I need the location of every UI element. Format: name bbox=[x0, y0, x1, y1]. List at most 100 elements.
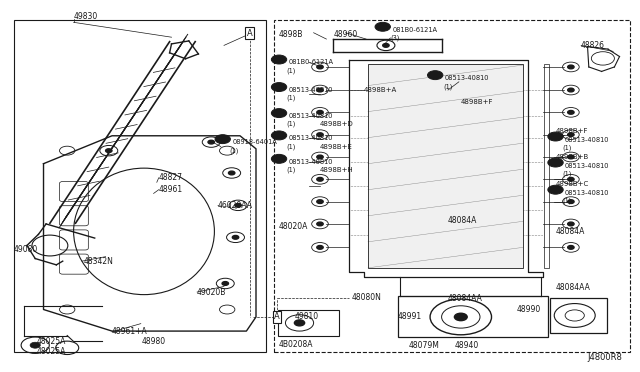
Text: 48826: 48826 bbox=[581, 41, 605, 50]
Circle shape bbox=[228, 171, 235, 175]
Text: B: B bbox=[380, 24, 385, 29]
Text: 08513-40810: 08513-40810 bbox=[565, 137, 610, 142]
Text: 08513-40810: 08513-40810 bbox=[565, 190, 610, 196]
Circle shape bbox=[232, 235, 239, 239]
Text: 48084AA: 48084AA bbox=[448, 294, 483, 303]
Circle shape bbox=[317, 110, 323, 114]
Text: 081B0-6121A: 081B0-6121A bbox=[289, 60, 333, 65]
Text: N: N bbox=[220, 137, 225, 142]
Text: 48342N: 48342N bbox=[83, 257, 113, 266]
Text: 48025A: 48025A bbox=[37, 337, 67, 346]
Circle shape bbox=[317, 200, 323, 203]
Text: 49810: 49810 bbox=[294, 312, 319, 321]
Text: 4898B+D: 4898B+D bbox=[320, 121, 354, 127]
Circle shape bbox=[568, 200, 574, 203]
Text: A: A bbox=[247, 29, 252, 38]
Text: S: S bbox=[553, 160, 558, 165]
Text: 4898B+F: 4898B+F bbox=[556, 128, 588, 134]
Circle shape bbox=[548, 185, 563, 194]
Text: 48991: 48991 bbox=[398, 312, 422, 321]
Text: (1): (1) bbox=[287, 143, 296, 150]
Text: (1): (1) bbox=[287, 67, 296, 74]
Text: 46020AA: 46020AA bbox=[218, 201, 253, 210]
Text: 49080: 49080 bbox=[14, 245, 38, 254]
Text: 48084A: 48084A bbox=[556, 227, 585, 236]
Circle shape bbox=[548, 158, 563, 167]
Text: 4898B+C: 4898B+C bbox=[556, 181, 589, 187]
Text: S: S bbox=[276, 84, 282, 90]
Text: (1): (1) bbox=[443, 83, 452, 90]
Circle shape bbox=[568, 133, 574, 137]
Circle shape bbox=[271, 109, 287, 118]
Text: 08513-40810: 08513-40810 bbox=[289, 113, 333, 119]
Text: 4898B+B: 4898B+B bbox=[556, 154, 589, 160]
Text: (1): (1) bbox=[287, 121, 296, 128]
Text: 48079M: 48079M bbox=[408, 341, 439, 350]
Circle shape bbox=[317, 246, 323, 249]
Text: 49020B: 49020B bbox=[197, 288, 227, 296]
Text: 08918-6401A: 08918-6401A bbox=[232, 139, 277, 145]
Circle shape bbox=[568, 177, 574, 181]
Circle shape bbox=[548, 132, 563, 141]
Circle shape bbox=[428, 71, 443, 80]
Circle shape bbox=[271, 131, 287, 140]
Bar bbox=[398, 296, 548, 337]
Text: 48940: 48940 bbox=[454, 341, 479, 350]
Text: S: S bbox=[276, 156, 282, 161]
Circle shape bbox=[208, 140, 214, 144]
Text: (3): (3) bbox=[390, 35, 400, 41]
Bar bbox=[278, 310, 339, 336]
Text: 48025A: 48025A bbox=[37, 347, 67, 356]
Circle shape bbox=[317, 177, 323, 181]
Circle shape bbox=[235, 203, 241, 207]
Text: (1): (1) bbox=[229, 148, 239, 154]
Circle shape bbox=[568, 246, 574, 249]
Circle shape bbox=[317, 222, 323, 226]
Bar bbox=[14, 20, 266, 352]
Text: 08513-40810: 08513-40810 bbox=[565, 163, 610, 169]
Text: 48990: 48990 bbox=[517, 305, 541, 314]
Text: (1): (1) bbox=[287, 167, 296, 173]
Circle shape bbox=[215, 135, 230, 144]
Text: S: S bbox=[433, 73, 438, 78]
Text: 48084AA: 48084AA bbox=[556, 283, 590, 292]
Circle shape bbox=[568, 65, 574, 69]
Text: 4898B+A: 4898B+A bbox=[364, 87, 397, 93]
Circle shape bbox=[454, 313, 467, 321]
Bar bbox=[544, 64, 549, 268]
Text: S: S bbox=[553, 187, 558, 192]
Circle shape bbox=[30, 342, 40, 348]
Circle shape bbox=[222, 282, 228, 285]
Text: S: S bbox=[276, 110, 282, 116]
Bar bbox=[274, 20, 630, 352]
Text: 48020A: 48020A bbox=[279, 222, 308, 231]
Text: 48080N: 48080N bbox=[352, 293, 382, 302]
Text: S: S bbox=[276, 133, 282, 138]
Text: 081B0-6121A: 081B0-6121A bbox=[392, 27, 437, 33]
Circle shape bbox=[106, 149, 112, 153]
Text: A: A bbox=[275, 312, 280, 321]
Circle shape bbox=[568, 155, 574, 159]
Text: 08513-40810: 08513-40810 bbox=[289, 87, 333, 93]
Text: 4898B: 4898B bbox=[279, 30, 303, 39]
Circle shape bbox=[383, 44, 389, 47]
Text: (1): (1) bbox=[287, 95, 296, 102]
Text: 4B0208A: 4B0208A bbox=[279, 340, 314, 349]
Circle shape bbox=[294, 320, 305, 326]
Circle shape bbox=[568, 222, 574, 226]
Circle shape bbox=[271, 55, 287, 64]
Text: S: S bbox=[553, 134, 558, 139]
Circle shape bbox=[317, 155, 323, 159]
Text: 4898B+H: 4898B+H bbox=[320, 167, 354, 173]
Text: 08513-40810: 08513-40810 bbox=[289, 135, 333, 141]
Bar bbox=[550, 298, 607, 333]
Circle shape bbox=[568, 110, 574, 114]
Text: 49830: 49830 bbox=[74, 12, 98, 21]
Circle shape bbox=[317, 88, 323, 92]
Text: 08513-40810: 08513-40810 bbox=[289, 159, 333, 165]
Text: 4898B+E: 4898B+E bbox=[320, 144, 353, 150]
Text: 48084A: 48084A bbox=[448, 216, 477, 225]
Text: (1): (1) bbox=[562, 144, 572, 151]
Text: (1): (1) bbox=[562, 198, 572, 204]
Circle shape bbox=[317, 65, 323, 69]
